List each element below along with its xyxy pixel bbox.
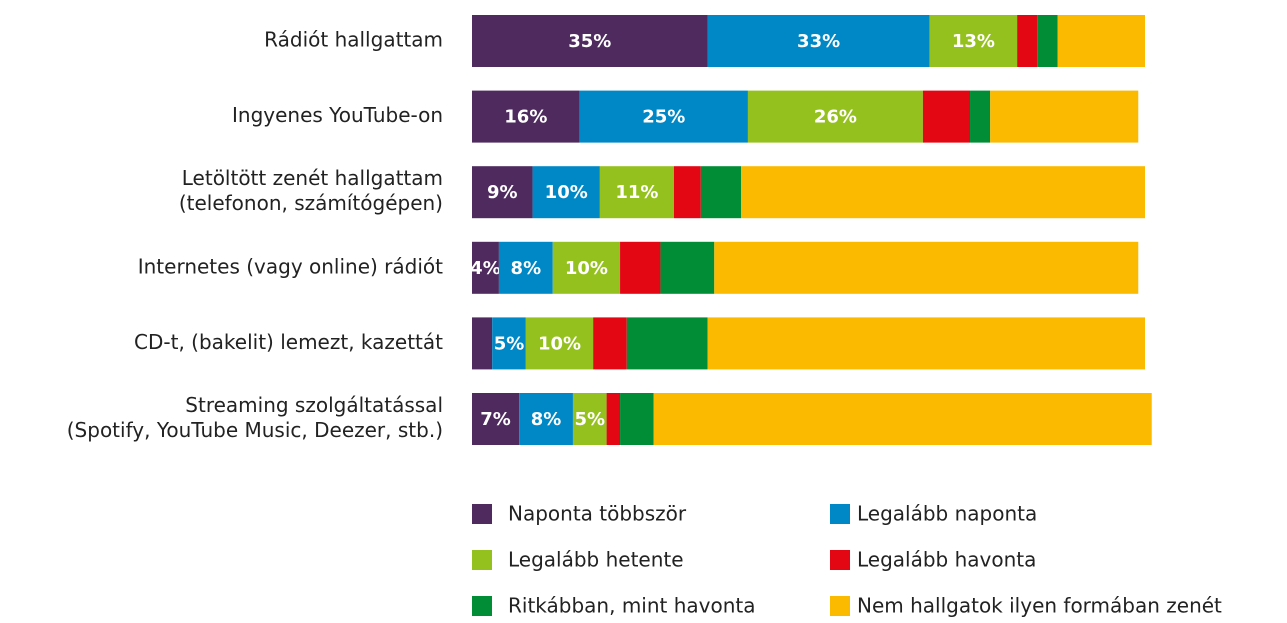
data-label: 25% — [642, 107, 685, 128]
legend-label: Nem hallgatok ilyen formában zenét — [857, 594, 1222, 618]
bar-segment — [620, 241, 661, 294]
bar-segment — [606, 393, 621, 445]
bar-segment — [472, 15, 708, 67]
bar-segment — [626, 317, 708, 370]
bar-segment — [593, 317, 627, 370]
bar-segment — [532, 166, 600, 219]
bar-segment — [707, 15, 930, 67]
bar-segment — [990, 90, 1139, 143]
data-label: 16% — [504, 107, 547, 128]
bar-segment — [572, 393, 607, 445]
bar-segment — [579, 90, 748, 143]
bar-segment — [492, 317, 526, 370]
category-label: Internetes (vagy online) rádiót — [138, 254, 443, 278]
bar-segment — [747, 90, 923, 143]
bar-segment — [552, 241, 621, 294]
bar-segment — [599, 166, 674, 219]
bar-segment — [472, 317, 493, 370]
category-label: Letöltött zenét hallgattam — [182, 166, 443, 190]
bar-segment — [922, 90, 971, 143]
legend-swatch — [830, 504, 850, 524]
bar-segment — [660, 241, 715, 294]
data-label: 10% — [538, 333, 581, 354]
bar-segment — [673, 166, 701, 219]
legend-swatch — [472, 596, 492, 616]
legend-label: Legalább havonta — [857, 548, 1036, 572]
data-label: 4% — [470, 258, 501, 279]
category-label: CD-t, (bakelit) lemezt, kazettát — [134, 330, 443, 354]
bar-segment — [741, 166, 1145, 219]
legend-swatch — [830, 596, 850, 616]
data-label: 13% — [952, 31, 995, 52]
data-label: 5% — [574, 409, 605, 430]
bar-segment — [472, 166, 533, 219]
data-label: 11% — [615, 182, 658, 203]
data-label: 26% — [814, 107, 857, 128]
category-label: Streaming szolgáltatással — [185, 393, 443, 417]
category-label: Ingyenes YouTube-on — [232, 103, 443, 127]
bar-segment — [707, 317, 1145, 370]
legend-label: Ritkábban, mint havonta — [508, 594, 756, 618]
bar-segment — [472, 90, 580, 143]
bar-segment — [1057, 15, 1145, 67]
data-label: 10% — [565, 258, 608, 279]
bar-segment — [970, 90, 991, 143]
bar-segment — [498, 241, 553, 294]
bar-segment — [472, 241, 499, 294]
data-label: 8% — [511, 258, 542, 279]
data-label: 8% — [531, 409, 562, 430]
legend-swatch — [830, 550, 850, 570]
bar-segment — [714, 241, 1139, 294]
bar-segment — [525, 317, 594, 370]
category-label: Rádiót hallgattam — [264, 28, 443, 52]
legend-label: Legalább hetente — [508, 548, 684, 572]
category-label: (telefonon, számítógépen) — [179, 191, 443, 215]
data-label: 9% — [487, 182, 518, 203]
category-label: (Spotify, YouTube Music, Deezer, stb.) — [67, 418, 443, 442]
bar-segment — [472, 393, 520, 445]
legend-label: Naponta többször — [508, 502, 687, 526]
bar-segment — [653, 393, 1152, 445]
bar-segment — [1037, 15, 1058, 67]
data-label: 7% — [480, 409, 511, 430]
bar-segment — [620, 393, 654, 445]
bar-segment — [700, 166, 742, 219]
legend-label: Legalább naponta — [857, 502, 1037, 526]
data-label: 5% — [494, 333, 525, 354]
data-label: 35% — [568, 31, 611, 52]
data-label: 33% — [797, 31, 840, 52]
data-label: 10% — [545, 182, 588, 203]
bar-segment — [1017, 15, 1038, 67]
bar-segment — [929, 15, 1018, 67]
legend-swatch — [472, 504, 492, 524]
bar-segment — [519, 393, 573, 445]
legend-swatch — [472, 550, 492, 570]
